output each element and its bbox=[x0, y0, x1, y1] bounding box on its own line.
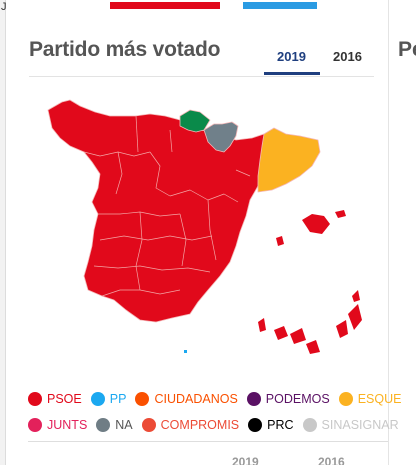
legend-item-esquerra: ESQUE bbox=[338, 392, 402, 406]
region-canaries-7[interactable] bbox=[352, 290, 360, 302]
active-tab-indicator bbox=[264, 72, 320, 75]
tab-2019[interactable]: 2019 bbox=[277, 49, 306, 64]
party-legend: PSOE PP CIUDADANOS PODEMOS ESQUE JUNTS N… bbox=[28, 389, 416, 435]
legend-label-junts: JUNTS bbox=[47, 418, 88, 432]
region-basque-country[interactable] bbox=[179, 109, 211, 133]
region-canaries-5[interactable] bbox=[336, 320, 348, 338]
region-mallorca[interactable] bbox=[302, 214, 330, 234]
region-canaries-1[interactable] bbox=[258, 318, 266, 332]
region-catalonia[interactable] bbox=[257, 127, 321, 193]
legend-label-psoe: PSOE bbox=[47, 392, 82, 406]
region-menorca[interactable] bbox=[335, 210, 346, 218]
prc-swatch bbox=[248, 418, 263, 432]
header-divider bbox=[29, 76, 374, 77]
legend-item-podemos: PODEMOS bbox=[246, 392, 330, 406]
legend-item-psoe: PSOE bbox=[28, 392, 82, 406]
spain-election-map bbox=[47, 99, 362, 354]
legend-item-sinasignar: SINASIGNAR bbox=[302, 418, 399, 432]
podemos-swatch bbox=[246, 392, 261, 406]
legend-row-2: JUNTS NA COMPROMIS PRC SINASIGNAR bbox=[28, 415, 416, 435]
blue-accent-bar bbox=[243, 2, 317, 9]
legend-label-podemos: PODEMOS bbox=[265, 392, 330, 406]
region-canaries-2[interactable] bbox=[274, 326, 288, 340]
legend-row-1: PSOE PP CIUDADANOS PODEMOS ESQUE bbox=[28, 389, 416, 409]
region-ibiza[interactable] bbox=[276, 236, 284, 246]
legend-item-na: NA bbox=[96, 418, 133, 432]
next-card-edge bbox=[388, 0, 416, 465]
legend-item-compromis: COMPROMIS bbox=[141, 418, 240, 432]
left-frame-edge: J bbox=[0, 0, 7, 465]
legend-divider bbox=[28, 441, 388, 442]
legend-item-ciudadanos: CIUDADANOS bbox=[135, 392, 238, 406]
compromis-swatch bbox=[141, 418, 156, 432]
pp-swatch bbox=[90, 392, 105, 406]
psoe-swatch bbox=[28, 392, 42, 406]
legend-item-pp: PP bbox=[90, 392, 127, 406]
legend-label-ciudadanos: CIUDADANOS bbox=[154, 392, 238, 406]
footer-tab-2019[interactable]: 2019 bbox=[232, 455, 259, 465]
legend-label-pp: PP bbox=[109, 392, 127, 406]
legend-item-junts: JUNTS bbox=[28, 418, 87, 432]
footer-tab-2016[interactable]: 2016 bbox=[318, 455, 345, 465]
region-canaries-6[interactable] bbox=[348, 304, 362, 330]
legend-label-na: NA bbox=[115, 418, 133, 432]
legend-label-prc: PRC bbox=[267, 418, 294, 432]
red-accent-bar bbox=[110, 2, 220, 9]
ciudadanos-swatch bbox=[135, 392, 150, 406]
next-card-title: Pe bbox=[398, 38, 416, 61]
na-swatch bbox=[96, 418, 111, 432]
sinasignar-swatch bbox=[302, 418, 317, 432]
legend-label-compromis: COMPROMIS bbox=[160, 418, 240, 432]
region-ceuta[interactable] bbox=[184, 350, 187, 353]
region-canaries-4[interactable] bbox=[306, 340, 320, 354]
legend-item-prc: PRC bbox=[248, 418, 294, 432]
page-title: Partido más votado bbox=[29, 38, 221, 61]
tab-2016[interactable]: 2016 bbox=[333, 49, 362, 64]
legend-label-esquerra: ESQUE bbox=[357, 392, 402, 406]
region-navarra[interactable] bbox=[203, 121, 239, 153]
region-canaries-3[interactable] bbox=[290, 328, 306, 344]
corner-mark: J bbox=[1, 1, 7, 13]
esquerra-swatch bbox=[338, 392, 353, 406]
legend-label-sinasignar: SINASIGNAR bbox=[321, 418, 399, 432]
junts-swatch bbox=[28, 418, 42, 432]
